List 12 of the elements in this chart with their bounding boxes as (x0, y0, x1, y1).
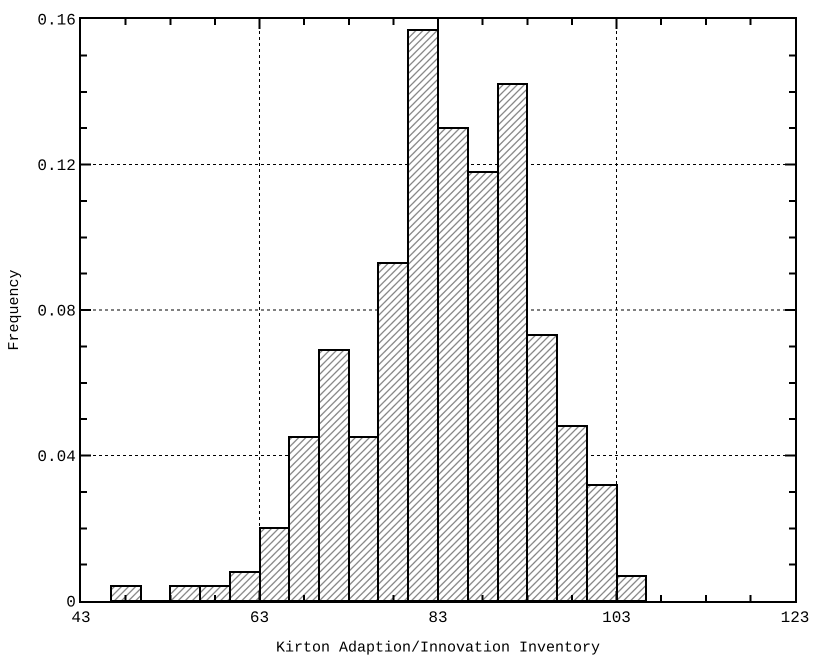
y-tick-label: 0 (66, 594, 76, 612)
y-tick-label: 0.16 (37, 12, 76, 30)
x-tick-label: 123 (780, 609, 810, 628)
y-tick-label: 0.08 (37, 302, 76, 321)
x-tick-label: 43 (71, 609, 91, 628)
y-axis-title: Frequency (6, 269, 24, 351)
x-tick-label: 83 (428, 609, 448, 628)
y-tick-label: 0.12 (37, 157, 76, 176)
x-axis-title: Kirton Adaption/Innovation Inventory (276, 640, 600, 657)
x-tick-label: 63 (250, 609, 270, 628)
x-tick-label: 103 (602, 609, 631, 628)
y-tick-label: 0.04 (37, 448, 76, 466)
